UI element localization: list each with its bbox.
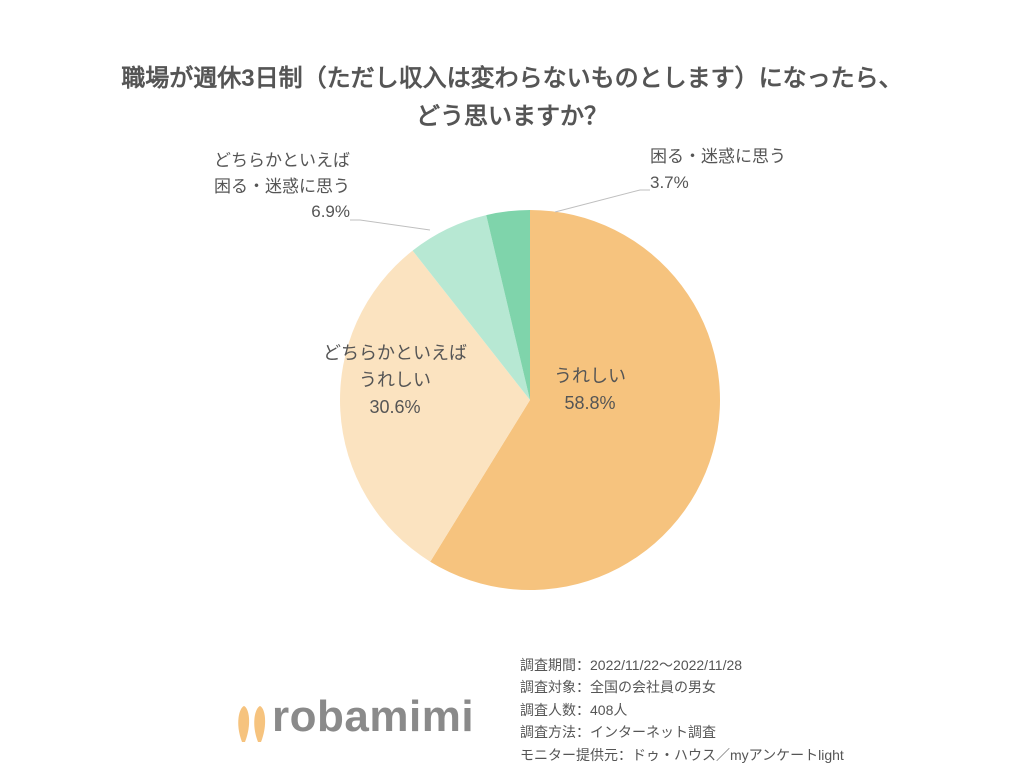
chart-canvas: 職場が週休3日制（ただし収入は変わらないものとします）になったら、 どう思います… [0, 0, 1024, 769]
survey-meta-line: 調査人数：408人 [520, 699, 844, 721]
survey-meta-line: 調査期間：2022/11/22〜2022/11/28 [520, 654, 844, 676]
logo-ears-icon [230, 704, 270, 742]
leader-line [0, 0, 1024, 769]
survey-meta-line: 調査対象：全国の会社員の男女 [520, 676, 844, 698]
logo-text: robamimi [272, 692, 474, 742]
survey-meta-line: モニター提供元：ドゥ・ハウス／myアンケートlight [520, 744, 844, 766]
survey-meta: 調査期間：2022/11/22〜2022/11/28調査対象：全国の会社員の男女… [520, 654, 844, 766]
brand-logo: robamimi [230, 692, 474, 742]
survey-meta-line: 調査方法：インターネット調査 [520, 721, 844, 743]
